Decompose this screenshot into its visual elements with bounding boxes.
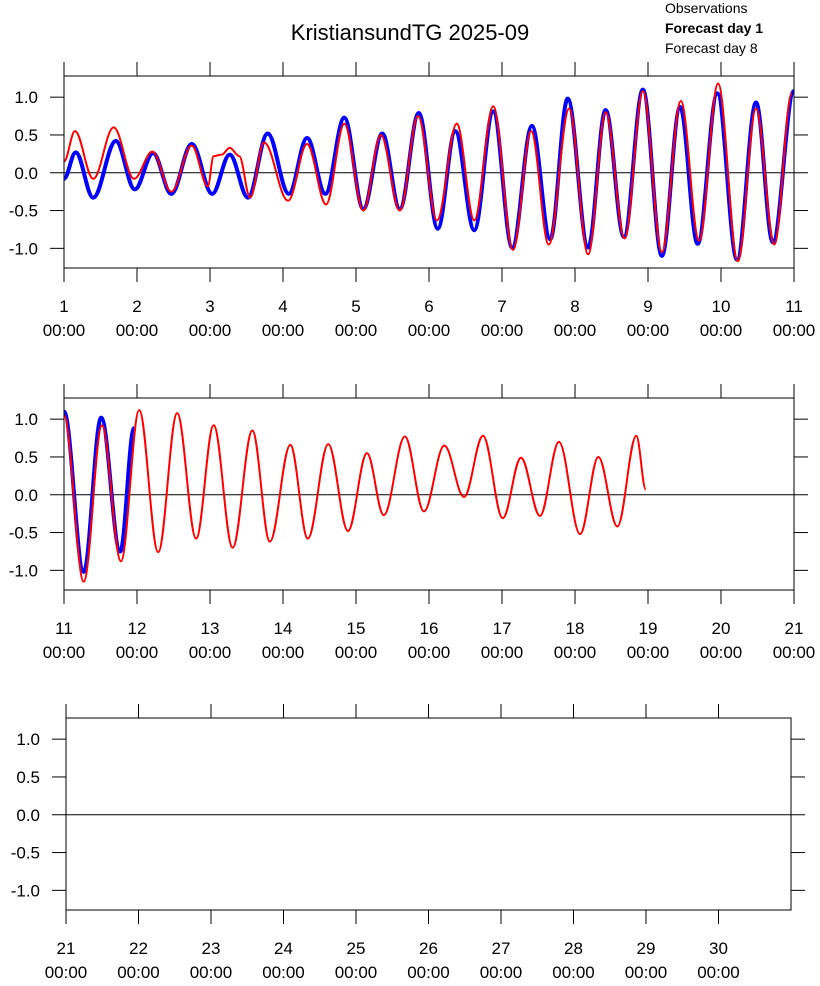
plot-frame	[65, 717, 792, 911]
y-tick-label: 0.5	[16, 768, 40, 787]
x-tick-label: 30	[709, 939, 728, 958]
x-tick-label: 00:00	[116, 321, 159, 340]
x-tick-label: 00:00	[116, 643, 159, 662]
x-tick-label: 00:00	[627, 643, 670, 662]
x-tick-label: 00:00	[45, 963, 88, 981]
x-tick-label: 00:00	[189, 321, 232, 340]
x-tick-label: 12	[128, 619, 147, 638]
y-tick-label: 1.0	[16, 730, 40, 749]
x-tick-label: 00:00	[625, 963, 668, 981]
series-line	[63, 82, 793, 263]
y-tick-label: 0.5	[14, 126, 38, 145]
x-tick-label: 29	[637, 939, 656, 958]
y-tick-label: 0.0	[14, 486, 38, 505]
x-tick-label: 00:00	[554, 321, 597, 340]
x-tick-label: 00:00	[627, 321, 670, 340]
x-tick-label: 15	[347, 619, 366, 638]
x-tick-label: 23	[202, 939, 221, 958]
x-tick-label: 00:00	[697, 963, 740, 981]
x-tick-label: 26	[419, 939, 438, 958]
plot-frame	[63, 75, 795, 269]
x-tick-label: 00:00	[480, 963, 523, 981]
x-tick-label: 00:00	[700, 643, 743, 662]
x-tick-label: 9	[643, 297, 652, 316]
y-tick-label: -1.0	[9, 561, 38, 580]
y-tick-label: -0.5	[9, 202, 38, 221]
x-tick-label: 21	[57, 939, 76, 958]
y-tick-label: 1.0	[14, 410, 38, 429]
x-tick-label: 00:00	[43, 643, 86, 662]
x-tick-label: 11	[785, 297, 803, 316]
x-tick-label: 00:00	[481, 321, 524, 340]
x-tick-label: 00:00	[700, 321, 743, 340]
x-tick-label: 00:00	[335, 321, 378, 340]
legend-entry: Observations	[665, 0, 747, 16]
x-tick-label: 00:00	[262, 963, 305, 981]
x-tick-label: 00:00	[407, 963, 450, 981]
x-tick-label: 00:00	[554, 643, 597, 662]
x-tick-label: 10	[712, 297, 731, 316]
x-tick-label: 00:00	[773, 321, 816, 340]
x-tick-label: 1	[59, 297, 68, 316]
y-tick-label: -0.5	[11, 844, 40, 863]
x-tick-label: 00:00	[335, 643, 378, 662]
y-tick-label: -0.5	[9, 524, 38, 543]
x-tick-label: 4	[278, 297, 287, 316]
x-tick-label: 2	[132, 297, 141, 316]
x-tick-label: 00:00	[481, 643, 524, 662]
y-tick-label: 0.5	[14, 448, 38, 467]
y-tick-label: -1.0	[9, 239, 38, 258]
legend-entry: Forecast day 8	[665, 40, 758, 56]
x-tick-label: 27	[492, 939, 511, 958]
x-tick-label: 00:00	[408, 643, 451, 662]
x-tick-label: 17	[493, 619, 512, 638]
x-tick-label: 00:00	[773, 643, 816, 662]
plot-frame	[63, 397, 795, 591]
x-tick-label: 00:00	[189, 643, 232, 662]
y-tick-label: 0.0	[14, 164, 38, 183]
x-tick-label: 19	[639, 619, 658, 638]
x-tick-label: 24	[274, 939, 293, 958]
x-tick-label: 25	[347, 939, 366, 958]
x-tick-label: 8	[570, 297, 579, 316]
x-tick-label: 00:00	[43, 321, 86, 340]
x-tick-label: 6	[424, 297, 433, 316]
x-tick-label: 20	[712, 619, 731, 638]
x-tick-label: 18	[566, 619, 585, 638]
x-tick-label: 00:00	[190, 963, 233, 981]
y-tick-label: 1.0	[14, 88, 38, 107]
chart-title: KristiansundTG 2025-09	[291, 20, 529, 45]
x-tick-label: 14	[274, 619, 293, 638]
x-tick-label: 00:00	[408, 321, 451, 340]
x-tick-label: 00:00	[262, 321, 305, 340]
x-tick-label: 7	[497, 297, 506, 316]
x-tick-label: 3	[205, 297, 214, 316]
x-tick-label: 28	[564, 939, 583, 958]
x-tick-label: 13	[201, 619, 220, 638]
x-tick-label: 00:00	[117, 963, 160, 981]
x-tick-label: 00:00	[262, 643, 305, 662]
x-tick-label: 5	[351, 297, 360, 316]
x-tick-label: 21	[785, 619, 804, 638]
x-tick-label: 11	[55, 619, 73, 638]
x-tick-label: 00:00	[552, 963, 595, 981]
series-line	[62, 87, 796, 262]
x-tick-label: 16	[420, 619, 439, 638]
legend-entry: Forecast day 1	[665, 20, 763, 36]
x-tick-label: 22	[129, 939, 148, 958]
y-tick-label: -1.0	[11, 881, 40, 900]
y-tick-label: 0.0	[16, 806, 40, 825]
series-line	[63, 409, 647, 583]
x-tick-label: 00:00	[335, 963, 378, 981]
